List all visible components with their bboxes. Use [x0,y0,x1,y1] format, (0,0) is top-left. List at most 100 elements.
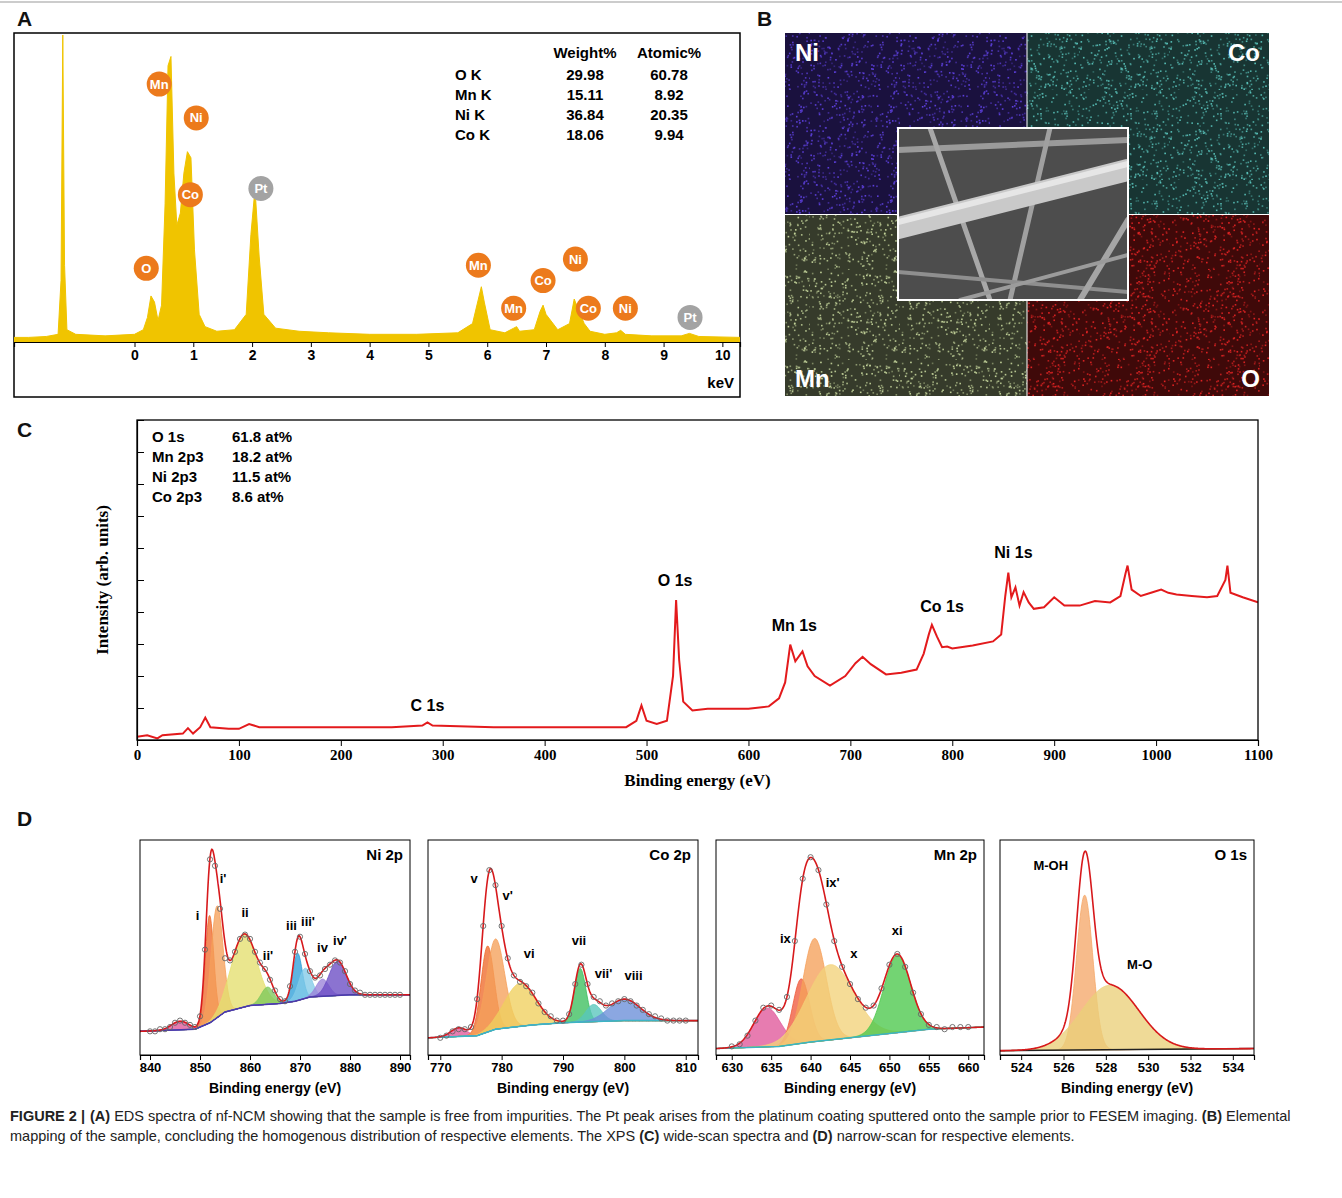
data-point [895,951,900,956]
component-label: ii' [263,948,273,963]
data-point [382,992,387,997]
composition-value: 11.5 at% [232,468,291,485]
table-cell: 36.84 [566,106,604,123]
tick: 770 [430,1055,452,1075]
data-point [152,1029,157,1034]
tick-mark [137,420,144,421]
data-point [554,1018,559,1023]
data-point [745,1033,750,1038]
tick-mark [137,548,144,549]
fit-envelope [1000,851,1254,1051]
component-label: iv' [333,933,347,948]
tick-label: 800 [942,747,965,763]
data-point [548,1014,553,1019]
tick: 630 [721,1055,743,1075]
tick-label: 0 [134,747,142,763]
axis: 010020030040050060070080090010001100 [134,740,1273,763]
data-point [910,990,915,995]
label-text: Mn [150,77,169,92]
data-point [252,949,257,954]
element-label: Pt [248,176,273,201]
data-point [505,956,510,961]
tick-label: 7 [543,347,551,363]
plot-area [716,855,984,1049]
data-point [942,1027,947,1032]
fit-component [716,965,984,1049]
tick [137,452,144,453]
tick: 528 [1095,1055,1117,1075]
fit-component [140,979,410,1031]
tick-label: 650 [879,1060,901,1075]
component-label: xi [892,923,903,938]
label-text: Ni [619,301,632,316]
component-label: ix' [826,875,840,890]
tick: 870 [290,1055,312,1075]
composition-label: Ni 2p3 [152,468,197,485]
tick [137,708,144,709]
data-point [585,981,590,986]
sem-fiber [898,164,1128,222]
panel-letter: A [17,7,32,30]
tick-label: 635 [761,1060,783,1075]
element-label: Ni [184,105,209,130]
label-badge [678,305,703,330]
fit-envelope [140,849,410,1031]
tick-mark [748,740,749,746]
data-point [282,999,287,1004]
data-point [332,958,337,963]
tick: 1100 [1244,740,1273,763]
composition-value: 18.2 at% [232,448,292,465]
tick: 100 [228,740,251,763]
label-badge [613,296,638,321]
data-point [322,966,327,971]
tick-label: 900 [1043,747,1066,763]
data-point [444,1033,449,1038]
axis-title: Binding energy (eV) [209,1080,341,1096]
data-point [468,1024,473,1029]
data-point [737,1042,742,1047]
plot-frame [428,840,698,1055]
data-point [462,1027,467,1032]
data-point [560,1018,565,1023]
tick: 600 [738,740,761,763]
fit-component [428,968,698,1037]
data-point [591,994,596,999]
data-point [227,958,232,963]
tick: 650 [879,1055,901,1075]
data-point [257,960,262,965]
tick-mark [239,740,240,746]
component-label: ii [241,905,248,920]
tick-label: 870 [290,1060,312,1075]
tick [137,420,144,421]
label-text: O [141,261,151,276]
label-text: Co [580,301,597,316]
axis-title: Binding energy (eV) [784,1080,916,1096]
data-point [487,868,492,873]
component-label: iv [317,940,329,955]
tick: 9 [660,342,668,363]
tick-label: 300 [432,747,455,763]
data-point [438,1035,443,1040]
sem-border [898,128,1128,300]
axis-title: Binding energy (eV) [624,771,770,790]
data-point [450,1029,455,1034]
data-point [530,990,535,995]
tick-label: 700 [840,747,863,763]
plot-frame [137,420,1258,740]
data-point [392,992,397,997]
data-point [474,997,479,1002]
component-label: M-O [1127,957,1152,972]
data-point [761,1005,766,1010]
data-point [646,1012,651,1017]
tick-mark [137,612,144,613]
data-point [677,1018,682,1023]
tick-label: 10 [715,347,731,363]
element-label: Mn [466,253,491,278]
tick: 4 [366,342,374,363]
map-label: Ni [795,39,819,66]
tick: 890 [390,1055,412,1075]
tick-mark [1156,740,1157,746]
data-point [347,981,352,986]
panel-letter: D [17,807,32,830]
tick-mark [137,484,144,485]
